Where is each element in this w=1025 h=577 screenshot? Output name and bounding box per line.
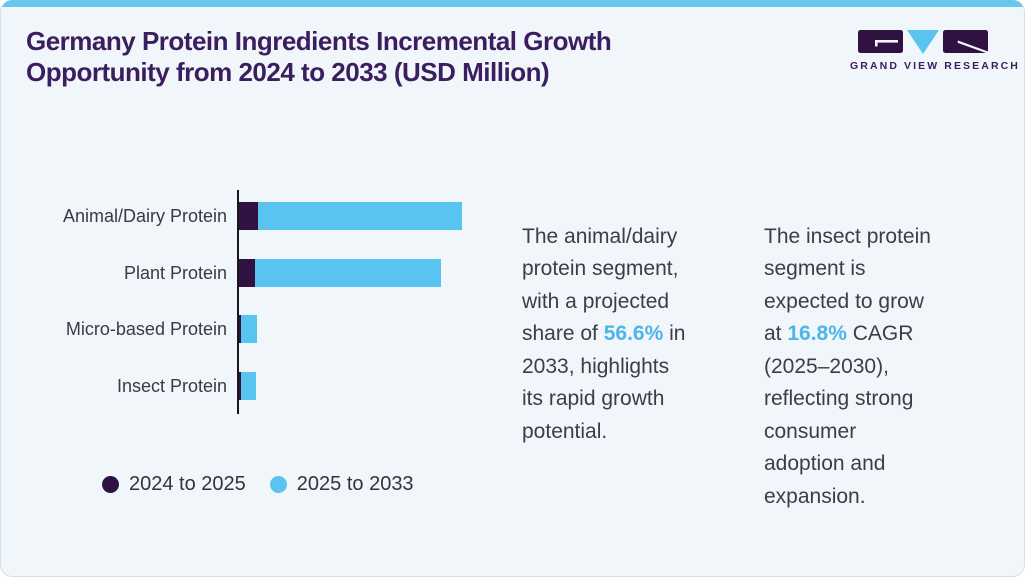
legend-item: 2025 to 2033 [269, 473, 414, 496]
category-label: Plant Protein [123, 262, 227, 283]
insight-animal-dairy: The animal/dairy protein segment, with a… [522, 188, 732, 448]
bar-segment-2025-to-2033 [255, 258, 441, 287]
bar-segment-2024-to-2025 [239, 258, 255, 287]
chart-row: Animal/Dairy Protein [1, 202, 462, 230]
insight-text-post: CAGR (2025–2030), reflecting strong cons… [764, 322, 914, 508]
gvr-logo: GRAND VIEW RESEARCH [850, 29, 1020, 72]
insight-insect: The insect protein segment is expected t… [764, 188, 979, 513]
insight-text-post: in 2033, highlights its rapid growth pot… [522, 322, 686, 443]
category-label: Insect Protein [116, 375, 227, 396]
category-label: Micro-based Protein [65, 319, 227, 339]
gvr-logo-v-icon [907, 30, 939, 54]
legend-swatch-icon [102, 476, 119, 493]
bar-segment-2024-to-2025 [239, 371, 241, 400]
bar-track [239, 202, 462, 230]
bar-chart: Animal/Dairy Protein Plant Protein Micro-b… [1, 190, 501, 425]
bar-track [239, 258, 441, 287]
legend-item: 2024 to 2025 [102, 473, 246, 496]
chart-row: Plant Protein [1, 258, 462, 287]
gvr-logo-r-icon [943, 30, 988, 53]
legend: 2024 to 2025 2025 to 2033 [102, 473, 414, 496]
insight-text-pre: The insect protein segment is expected t… [764, 224, 931, 346]
bar-segment-2024-to-2025 [239, 315, 241, 343]
highlight-value: 56.6% [603, 322, 664, 345]
bar-segment-2025-to-2033 [241, 371, 256, 400]
bar-track [239, 315, 257, 343]
bar-segment-2025-to-2033 [241, 315, 257, 343]
bar-segment-2024-to-2025 [239, 202, 258, 230]
bar-segment-2025-to-2033 [258, 202, 462, 230]
legend-label: 2025 to 2033 [296, 473, 414, 495]
chart-rows: Animal/Dairy Protein Plant Protein Micro-b… [1, 202, 462, 400]
legend-label: 2024 to 2025 [129, 473, 246, 495]
insight-text-pre: The animal/dairy protein segment, with a… [522, 224, 679, 346]
legend-swatch-icon [269, 476, 287, 493]
chart-row: Micro-based Protein [1, 315, 462, 343]
highlight-value: 16.8% [787, 322, 847, 345]
page-title: Germany Protein Ingredients Incremental … [26, 26, 612, 87]
category-label: Animal/Dairy Protein [62, 206, 227, 226]
top-accent-bar [1, 0, 1024, 7]
gvr-logo-wordmark: GRAND VIEW RESEARCH [850, 60, 1020, 72]
bar-track [239, 371, 256, 400]
chart-row: Insect Protein [1, 371, 462, 400]
gvr-logo-icons [858, 30, 988, 54]
gvr-logo-g-icon [858, 30, 903, 53]
chart-axis [237, 190, 239, 414]
